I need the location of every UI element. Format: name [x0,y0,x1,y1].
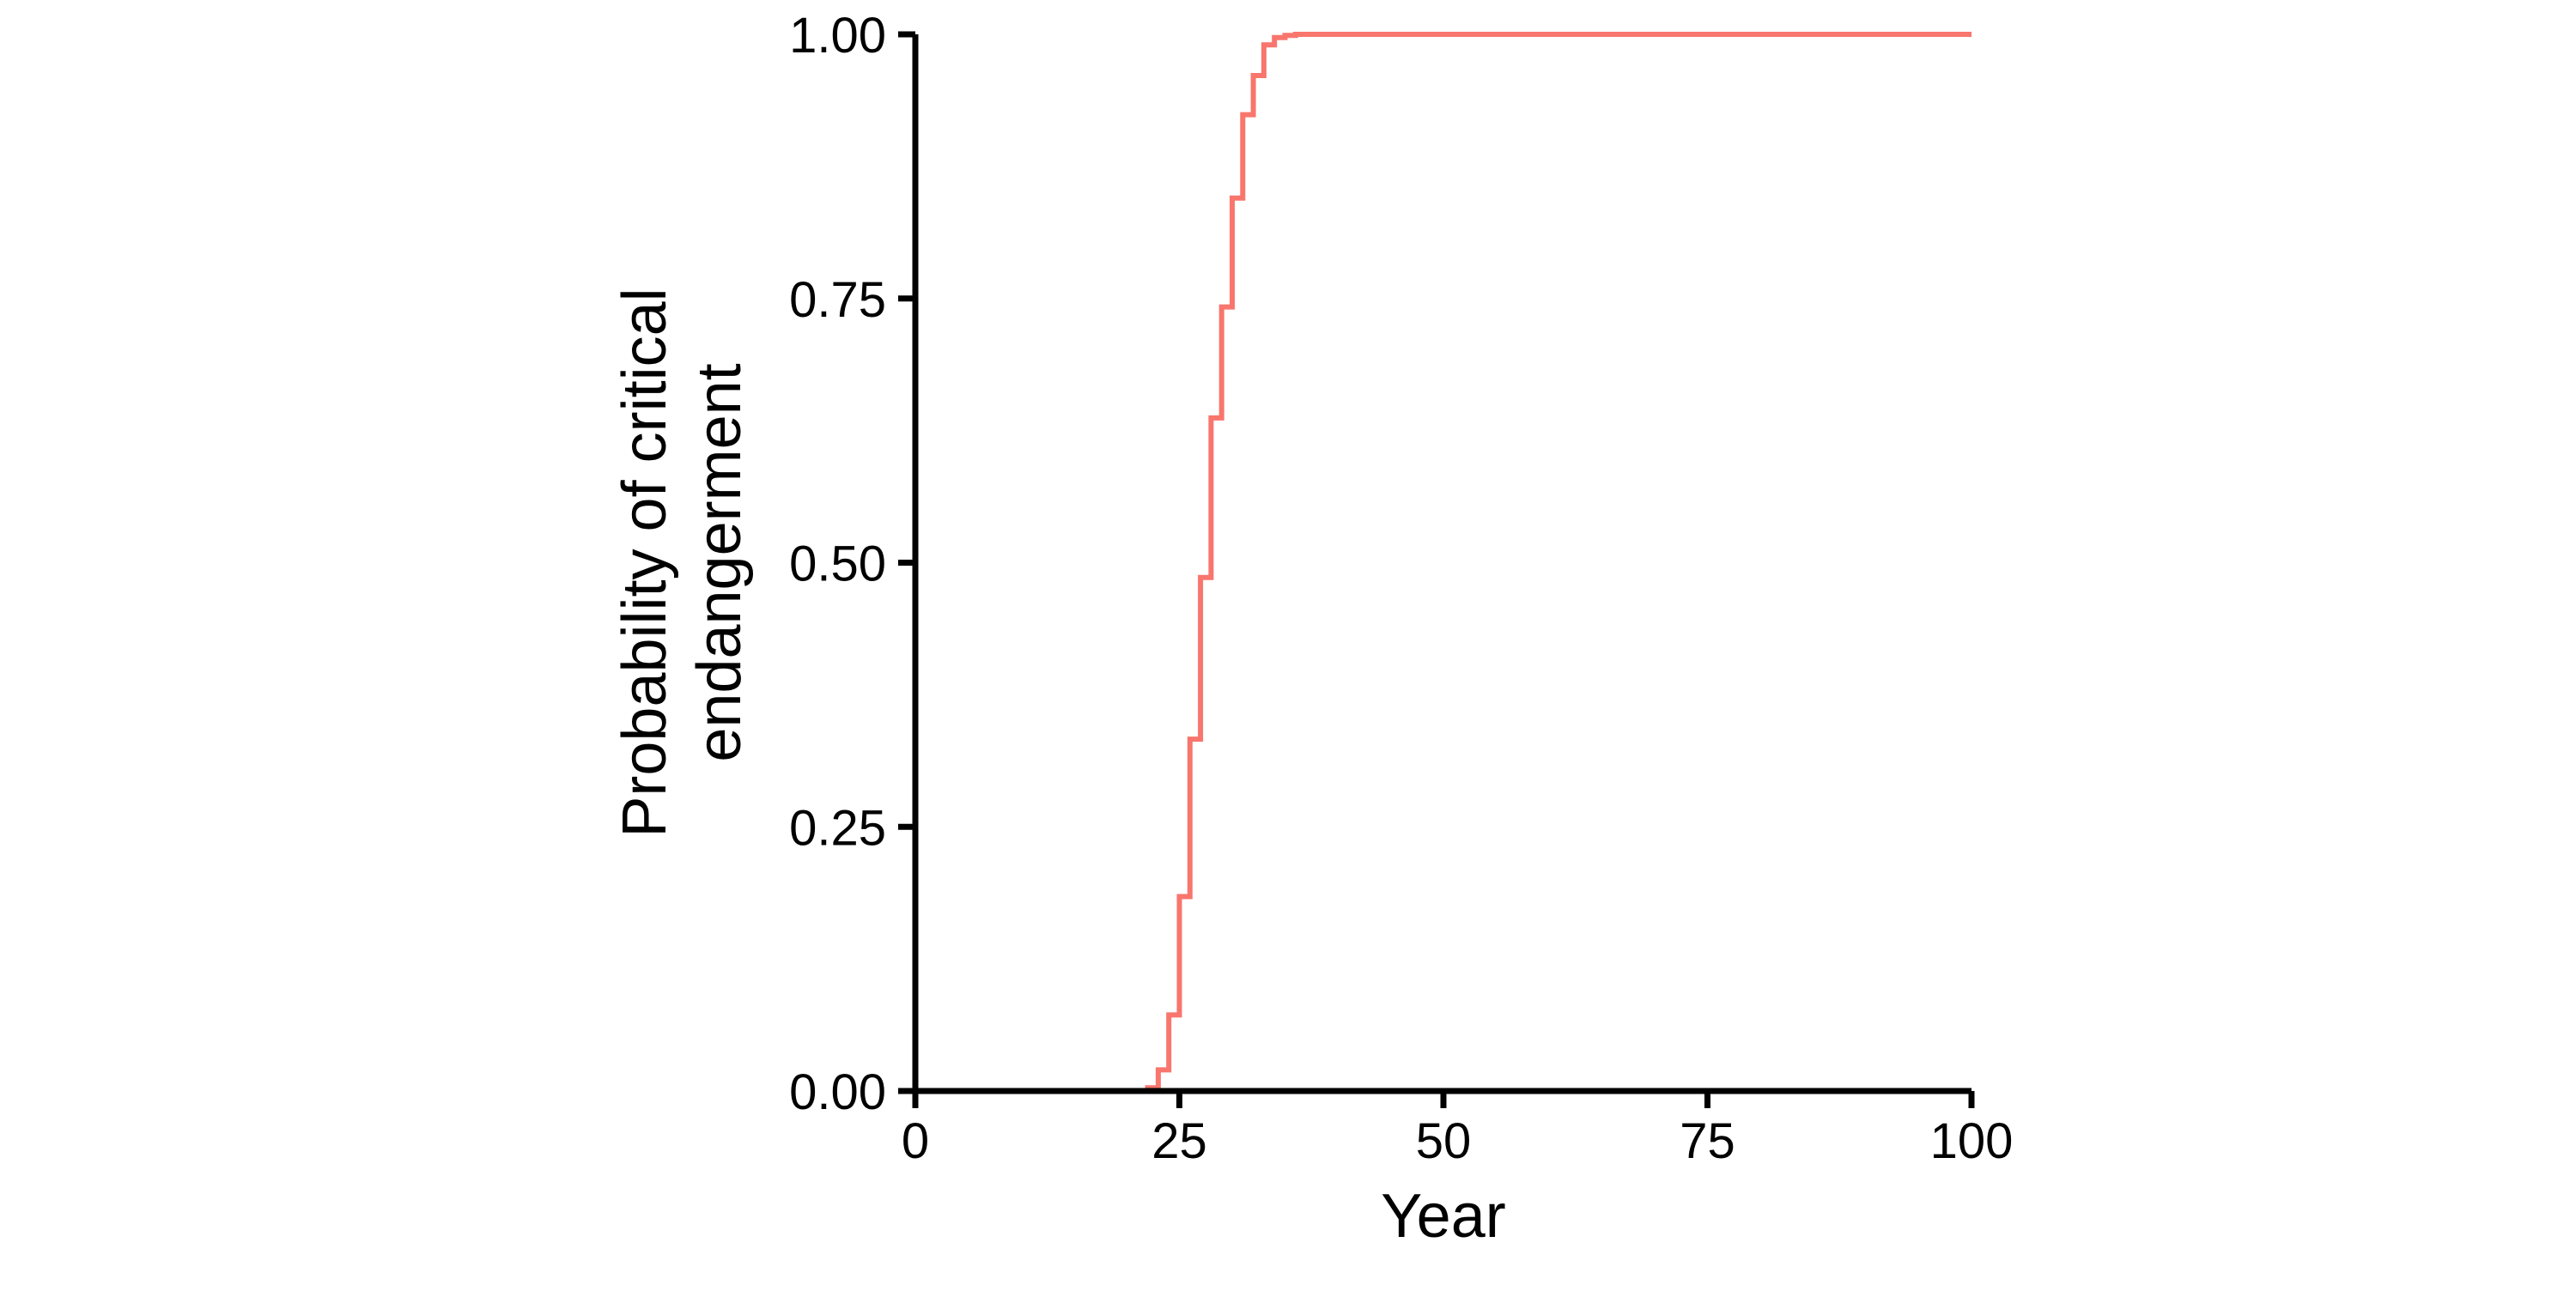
x-tick-label-0: 0 [902,1113,929,1169]
x-tick-label-1: 25 [1151,1113,1207,1169]
labels: 0 25 50 75 100 0.00 0.25 0.50 0.75 1.00 Year Probab… [611,8,2013,1251]
x-tick-label-4: 100 [1930,1113,2014,1169]
y-axis-title-line-1: Probability of critical [611,288,679,837]
x-axis-title: Year [1381,1182,1505,1251]
y-tick-label-2: 0.50 [789,536,886,592]
y-tick-label-1: 0.25 [789,800,886,856]
y-tick-label-0: 0.00 [789,1064,886,1120]
axes [898,31,1975,1108]
y-axis-title-line-2: endangerment [685,363,754,761]
series-line-0 [915,32,1971,1094]
y-tick-label-4: 1.00 [789,8,886,64]
x-tick-label-2: 50 [1416,1113,1472,1169]
y-tick-label-3: 0.75 [789,272,886,328]
x-tick-label-3: 75 [1680,1113,1735,1169]
plot-marks [915,32,1971,1094]
